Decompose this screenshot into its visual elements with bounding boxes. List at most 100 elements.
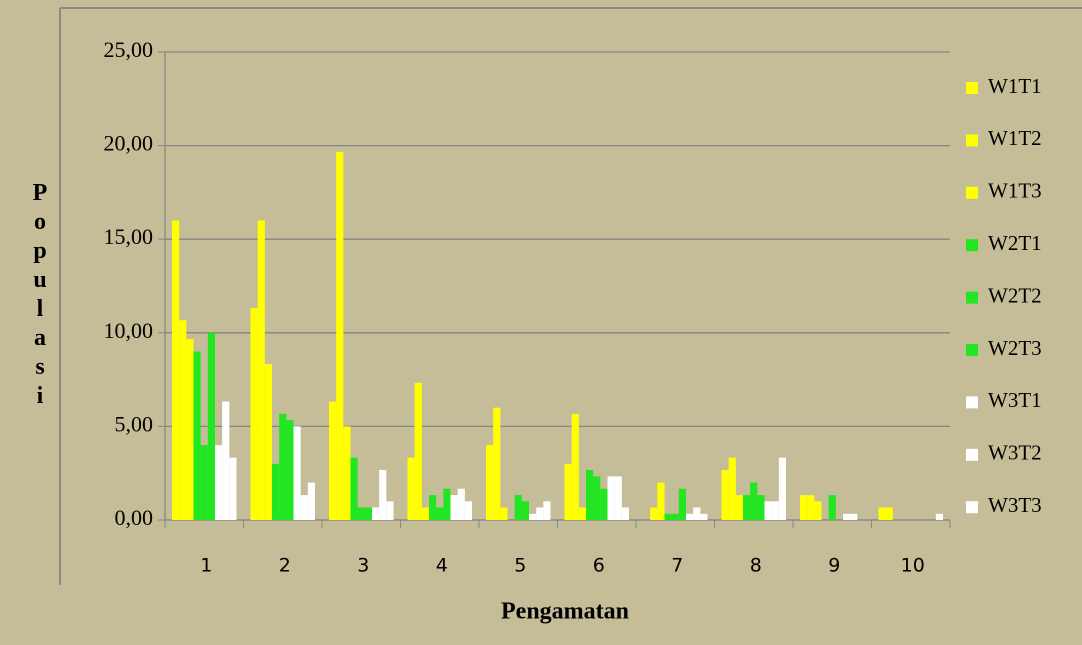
legend-label: W2T1	[988, 231, 1042, 255]
bar	[686, 513, 694, 520]
bar	[878, 507, 886, 520]
bar	[650, 507, 658, 520]
bar	[578, 507, 586, 520]
bar	[279, 413, 287, 520]
bar	[593, 476, 601, 520]
bar	[414, 382, 422, 520]
bar	[329, 401, 337, 520]
bar	[350, 457, 358, 520]
bar	[564, 463, 572, 520]
legend-swatch	[966, 186, 978, 199]
bar	[457, 488, 465, 520]
legend-swatch	[966, 396, 978, 409]
bar	[614, 476, 622, 520]
bar	[807, 495, 815, 520]
legend-swatch	[966, 501, 978, 514]
bar	[357, 507, 365, 520]
legend-label: W1T2	[988, 126, 1042, 150]
bar	[828, 495, 836, 520]
bar	[728, 457, 736, 520]
y-axis-title: Populasi	[27, 180, 53, 412]
bar	[885, 507, 893, 520]
legend-swatch	[966, 448, 978, 461]
legend-label: W1T1	[988, 74, 1042, 98]
x-tick-label: 3	[357, 555, 369, 577]
bar	[586, 470, 594, 520]
bar	[293, 426, 301, 520]
bar	[850, 513, 858, 520]
bar	[172, 220, 180, 521]
bar	[543, 501, 551, 520]
x-tick-label: 1	[200, 555, 212, 577]
bar	[764, 501, 772, 520]
bar	[743, 495, 751, 520]
bar	[771, 501, 779, 520]
bar	[215, 445, 223, 520]
bar	[721, 470, 729, 520]
bar	[229, 457, 237, 520]
bar	[286, 420, 294, 520]
bar	[700, 513, 708, 520]
bar	[750, 482, 758, 520]
y-tick-label: 20,00	[104, 131, 154, 156]
bar	[493, 407, 501, 520]
legend-label: W3T3	[988, 493, 1042, 517]
legend-swatch	[966, 291, 978, 304]
x-axis-title: Pengamatan	[501, 599, 629, 625]
x-tick-label: 4	[436, 555, 448, 577]
legend-label: W3T2	[988, 441, 1042, 465]
legend-swatch	[966, 134, 978, 147]
bar	[372, 507, 380, 520]
bar	[336, 151, 344, 521]
bar	[664, 513, 672, 520]
bar	[735, 495, 743, 520]
bar	[436, 507, 444, 520]
bar	[222, 401, 230, 520]
y-tick-label: 25,00	[104, 37, 154, 62]
bar	[386, 501, 394, 520]
legend-swatch	[966, 344, 978, 356]
bar	[257, 220, 265, 521]
x-tick-label: 7	[671, 555, 683, 577]
bar	[379, 470, 387, 520]
bar	[621, 507, 629, 520]
bar	[464, 501, 472, 520]
bar	[778, 457, 786, 520]
bar	[207, 332, 215, 520]
legend-label: W2T2	[988, 283, 1042, 307]
bar	[657, 482, 665, 520]
bar	[364, 507, 372, 520]
bar	[343, 426, 351, 520]
bar	[486, 445, 494, 520]
bar	[521, 501, 529, 520]
bar	[536, 507, 544, 520]
bar	[186, 338, 194, 520]
bar	[429, 495, 437, 520]
bar	[407, 457, 415, 520]
bar	[272, 463, 280, 520]
y-tick-label: 0,00	[115, 505, 154, 530]
bar	[935, 513, 943, 520]
bar	[757, 495, 765, 520]
bar	[800, 495, 808, 520]
legend-swatch	[966, 239, 978, 252]
y-tick-label: 15,00	[104, 224, 154, 249]
bar	[264, 364, 272, 520]
legend-label: W1T3	[988, 179, 1042, 203]
bar	[678, 488, 686, 520]
bar	[514, 495, 522, 520]
bar	[693, 507, 701, 520]
bar	[600, 488, 608, 520]
x-tick-label: 10	[901, 555, 925, 577]
y-tick-label: 10,00	[104, 318, 154, 343]
x-tick-label: 5	[514, 555, 526, 577]
bar	[843, 513, 851, 520]
y-tick-label: 5,00	[115, 411, 154, 436]
bar	[607, 476, 615, 520]
legend-label: W3T1	[988, 388, 1042, 412]
bar	[529, 513, 537, 520]
bar	[300, 495, 308, 520]
x-tick-label: 2	[279, 555, 291, 577]
